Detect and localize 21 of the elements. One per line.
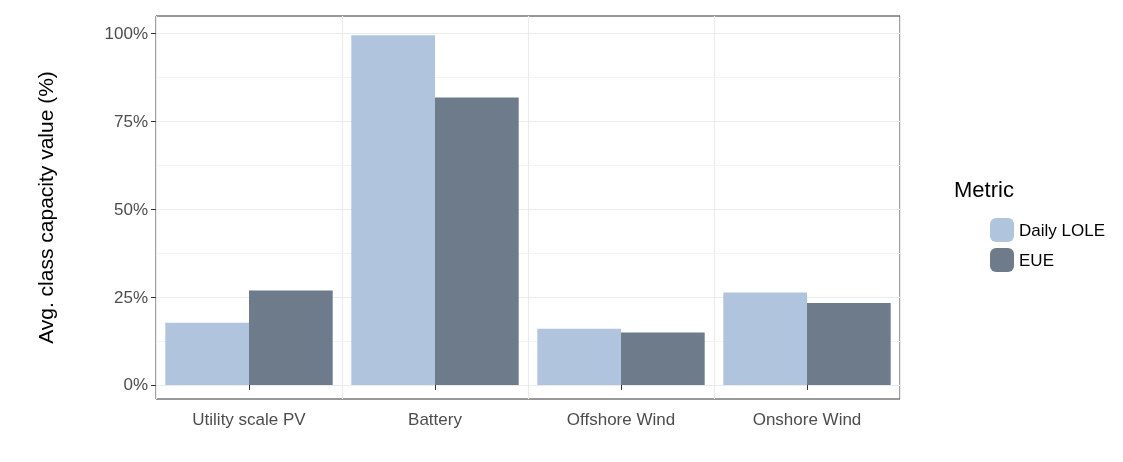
y-tick-label: 25% [113, 287, 148, 307]
bar [723, 292, 807, 385]
y-tick-label: 0% [123, 375, 148, 395]
bar [249, 290, 333, 385]
y-tick-label: 75% [113, 111, 148, 131]
y-axis-title: Avg. class capacity value (%) [34, 71, 57, 344]
x-tick-label: Offshore Wind [566, 410, 676, 429]
y-tick-label: 50% [113, 199, 148, 219]
legend-label: EUE [1019, 250, 1054, 270]
bar [621, 332, 705, 385]
x-tick-label: Battery [408, 410, 463, 429]
y-tick-label: 100% [104, 24, 148, 44]
bar [435, 97, 519, 385]
legend-label: Daily LOLE [1019, 220, 1105, 240]
bar [351, 35, 435, 385]
bar [537, 328, 621, 385]
bar [165, 322, 249, 385]
bar [807, 303, 891, 385]
x-tick-label: Utility scale PV [192, 410, 307, 429]
legend-title: Metric [954, 176, 1014, 202]
x-tick-label: Onshore Wind [752, 410, 862, 429]
